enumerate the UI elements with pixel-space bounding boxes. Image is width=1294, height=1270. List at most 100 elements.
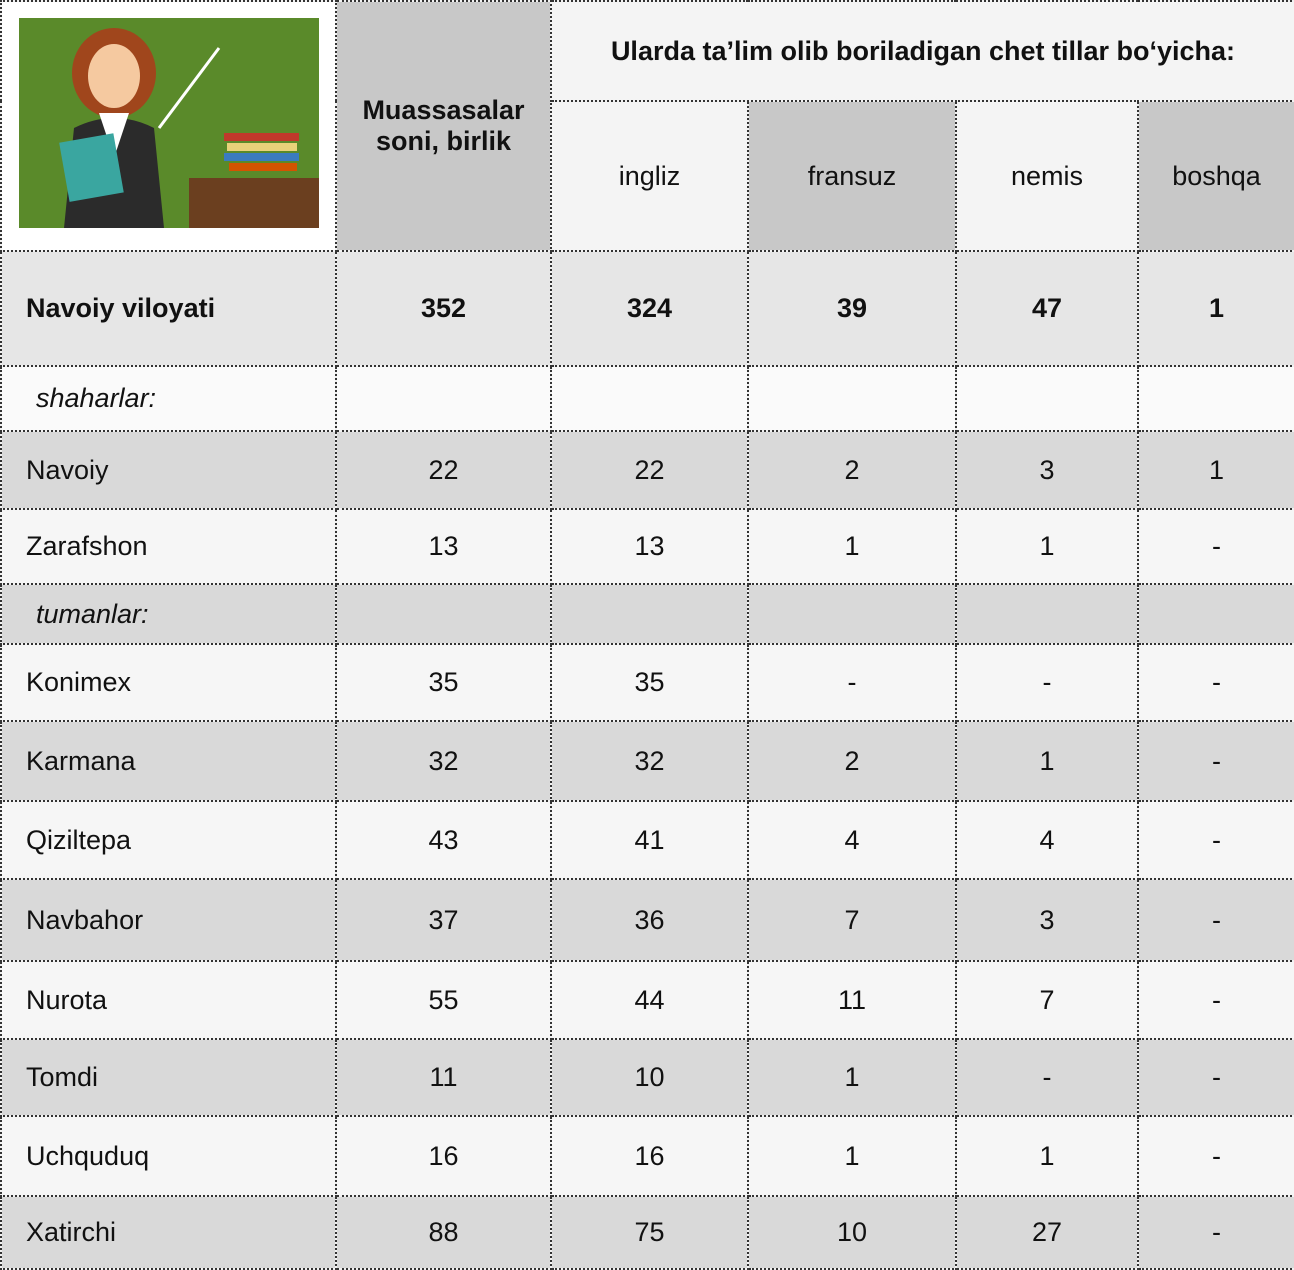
value-cell: -: [956, 1039, 1138, 1116]
header-row: Muassasalar soni, birlik Ularda ta’lim o…: [1, 1, 1294, 101]
value-cell: 1: [956, 509, 1138, 584]
value-cell: 1: [748, 1116, 956, 1196]
value-cell: 352: [336, 251, 551, 366]
row-label: Xatirchi: [1, 1196, 336, 1269]
value-cell: 16: [551, 1116, 748, 1196]
value-cell: 32: [551, 721, 748, 801]
value-cell: -: [748, 644, 956, 721]
value-cell: 41: [551, 801, 748, 879]
value-cell: 4: [748, 801, 956, 879]
section-label: tumanlar:: [1, 584, 336, 644]
value-cell: 7: [748, 879, 956, 961]
value-cell: 1: [956, 1116, 1138, 1196]
image-cell: [1, 1, 336, 251]
value-cell: [336, 366, 551, 431]
value-cell: 44: [551, 961, 748, 1039]
value-cell: 1: [1138, 431, 1294, 509]
value-cell: [956, 366, 1138, 431]
row-label: Tomdi: [1, 1039, 336, 1116]
value-cell: 75: [551, 1196, 748, 1269]
value-cell: [336, 584, 551, 644]
value-cell: -: [1138, 801, 1294, 879]
value-cell: 39: [748, 251, 956, 366]
teacher-illustration: [19, 18, 319, 228]
value-cell: 35: [551, 644, 748, 721]
language-header: nemis: [956, 101, 1138, 251]
page: Muassasalar soni, birlik Ularda ta’lim o…: [0, 0, 1294, 1268]
value-cell: 11: [748, 961, 956, 1039]
value-cell: -: [1138, 721, 1294, 801]
value-cell: -: [1138, 961, 1294, 1039]
row-label: Konimex: [1, 644, 336, 721]
value-cell: [748, 584, 956, 644]
row-label: Navoiy viloyati: [1, 251, 336, 366]
value-cell: 11: [336, 1039, 551, 1116]
institutions-header: Muassasalar soni, birlik: [336, 1, 551, 251]
row-label: Qiziltepa: [1, 801, 336, 879]
value-cell: 10: [551, 1039, 748, 1116]
value-cell: 13: [336, 509, 551, 584]
row-label: Uchquduq: [1, 1116, 336, 1196]
language-header: fransuz: [748, 101, 956, 251]
value-cell: [956, 584, 1138, 644]
row-label: Karmana: [1, 721, 336, 801]
language-header: boshqa: [1138, 101, 1294, 251]
language-header: ingliz: [551, 101, 748, 251]
languages-title: Ularda ta’lim olib boriladigan chet till…: [551, 1, 1294, 101]
row-label: Zarafshon: [1, 509, 336, 584]
value-cell: -: [1138, 1116, 1294, 1196]
value-cell: -: [1138, 509, 1294, 584]
value-cell: [748, 366, 956, 431]
table-row: Navbahor373673-: [1, 879, 1294, 961]
value-cell: 1: [748, 509, 956, 584]
value-cell: 55: [336, 961, 551, 1039]
value-cell: 47: [956, 251, 1138, 366]
value-cell: 4: [956, 801, 1138, 879]
value-cell: -: [1138, 644, 1294, 721]
value-cell: 7: [956, 961, 1138, 1039]
value-cell: [551, 366, 748, 431]
value-cell: 22: [551, 431, 748, 509]
value-cell: 88: [336, 1196, 551, 1269]
value-cell: -: [1138, 1039, 1294, 1116]
table-row: shaharlar:: [1, 366, 1294, 431]
value-cell: [1138, 584, 1294, 644]
value-cell: 16: [336, 1116, 551, 1196]
table-row: tumanlar:: [1, 584, 1294, 644]
row-label: Navoiy: [1, 431, 336, 509]
value-cell: -: [1138, 879, 1294, 961]
value-cell: 10: [748, 1196, 956, 1269]
value-cell: 27: [956, 1196, 1138, 1269]
table-header: Muassasalar soni, birlik Ularda ta’lim o…: [1, 1, 1294, 251]
value-cell: 324: [551, 251, 748, 366]
value-cell: 37: [336, 879, 551, 961]
value-cell: [1138, 366, 1294, 431]
value-cell: 36: [551, 879, 748, 961]
value-cell: -: [1138, 1196, 1294, 1269]
value-cell: 35: [336, 644, 551, 721]
value-cell: 3: [956, 879, 1138, 961]
value-cell: -: [956, 644, 1138, 721]
value-cell: 2: [748, 721, 956, 801]
value-cell: 32: [336, 721, 551, 801]
value-cell: 2: [748, 431, 956, 509]
row-label: Nurota: [1, 961, 336, 1039]
stats-table: Muassasalar soni, birlik Ularda ta’lim o…: [0, 0, 1294, 1270]
value-cell: 3: [956, 431, 1138, 509]
value-cell: 1: [1138, 251, 1294, 366]
value-cell: [551, 584, 748, 644]
value-cell: 22: [336, 431, 551, 509]
value-cell: 43: [336, 801, 551, 879]
value-cell: 13: [551, 509, 748, 584]
value-cell: 1: [748, 1039, 956, 1116]
